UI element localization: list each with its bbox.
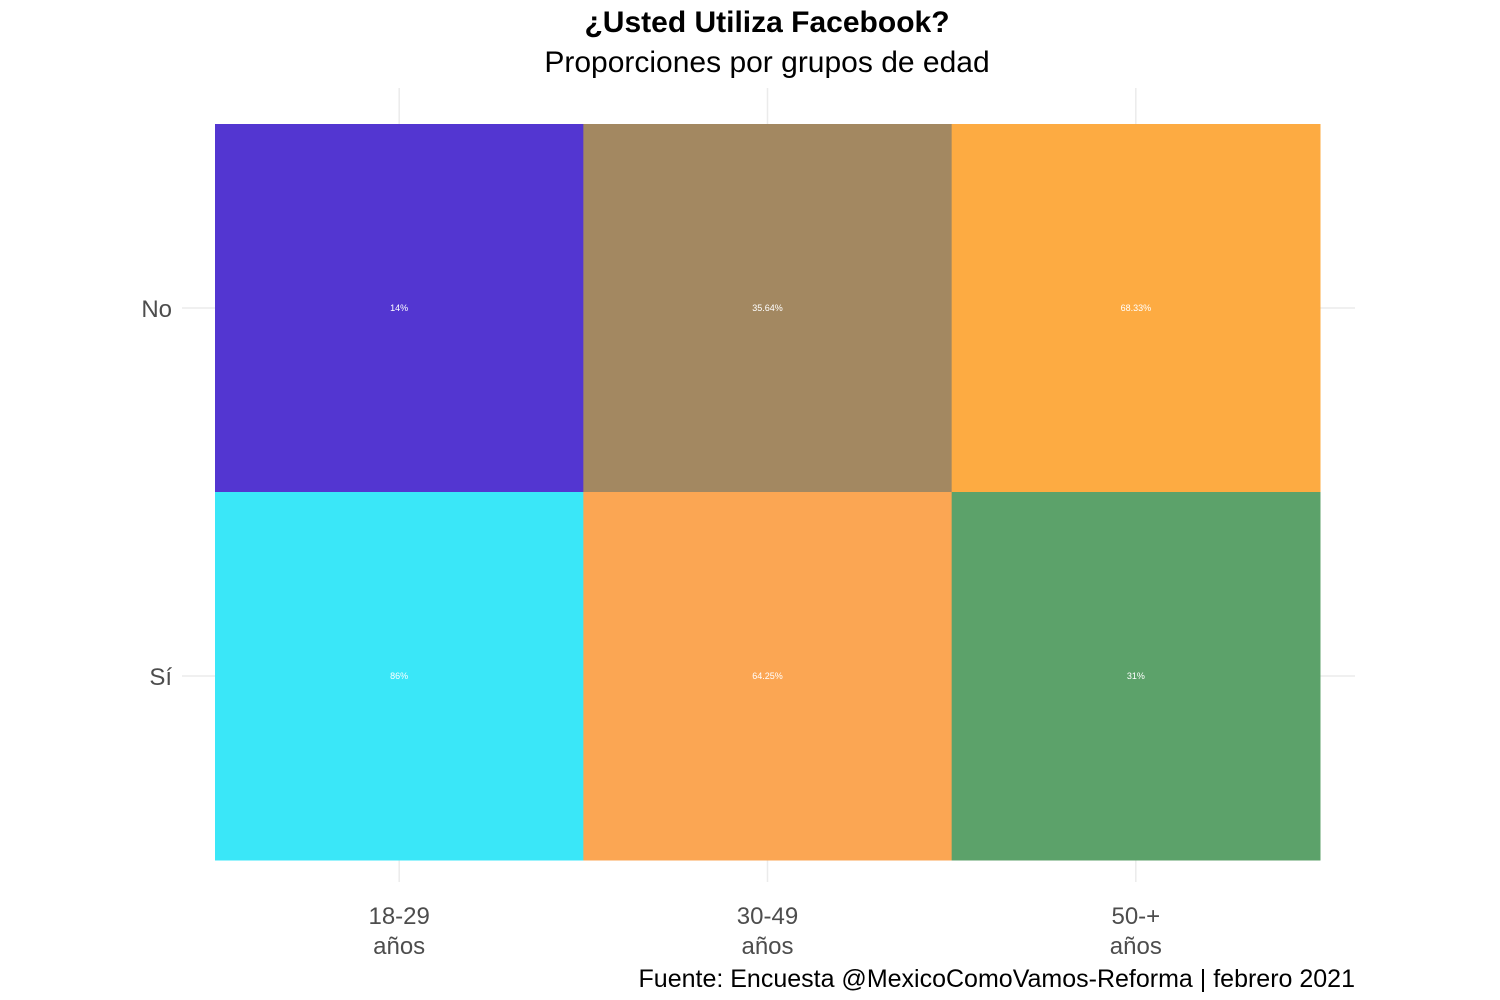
- y-tick-label: Sí: [149, 664, 172, 691]
- heatmap-cell: [215, 124, 584, 493]
- x-tick-label: 30-49: [737, 903, 798, 930]
- x-tick-label: 50-+: [1111, 903, 1160, 930]
- y-tick-label: No: [141, 296, 172, 323]
- heatmap-cell: [215, 492, 584, 861]
- cell-value-label: 86%: [390, 671, 408, 681]
- heatmap-cell: [951, 124, 1321, 493]
- x-axis: 18-29 años 30-49 años 50-+ años: [368, 903, 1161, 960]
- x-tick-label-unit: años: [741, 933, 793, 960]
- heatmap-cell: [951, 492, 1321, 861]
- cell-value-label: 68.33%: [1121, 303, 1152, 313]
- cell-value-label: 35.64%: [752, 303, 783, 313]
- heatmap-cell: [583, 492, 953, 861]
- y-axis: No Sí: [141, 296, 172, 691]
- x-tick-label-unit: años: [373, 933, 425, 960]
- cell-value-label: 31%: [1127, 671, 1145, 681]
- chart-caption: Fuente: Encuesta @MexicoComoVamos-Reform…: [639, 965, 1355, 993]
- cell-value-label: 64.25%: [752, 671, 783, 681]
- cell-labels: 14% 35.64% 68.33% 86% 64.25% 31%: [390, 303, 1151, 681]
- chart-title: ¿Usted Utiliza Facebook?: [584, 6, 949, 39]
- heatmap-cell: [583, 124, 953, 493]
- cell-value-label: 14%: [390, 303, 408, 313]
- x-tick-label: 18-29: [368, 903, 429, 930]
- heatmap-cells: [215, 124, 1321, 861]
- chart-subtitle: Proporciones por grupos de edad: [544, 46, 989, 79]
- x-tick-label-unit: años: [1110, 933, 1162, 960]
